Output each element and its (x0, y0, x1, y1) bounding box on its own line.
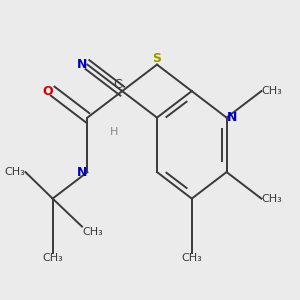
Text: C: C (113, 78, 122, 91)
Text: N: N (226, 111, 237, 124)
Text: CH₃: CH₃ (82, 226, 103, 237)
Text: H: H (110, 127, 118, 137)
Text: N: N (77, 166, 87, 178)
Text: N: N (77, 58, 87, 71)
Text: O: O (42, 85, 52, 98)
Text: S: S (152, 52, 161, 64)
Text: CH₃: CH₃ (261, 194, 282, 204)
Text: CH₃: CH₃ (261, 86, 282, 96)
Text: CH₃: CH₃ (5, 167, 26, 177)
Text: CH₃: CH₃ (42, 253, 63, 263)
Text: CH₃: CH₃ (182, 253, 202, 263)
